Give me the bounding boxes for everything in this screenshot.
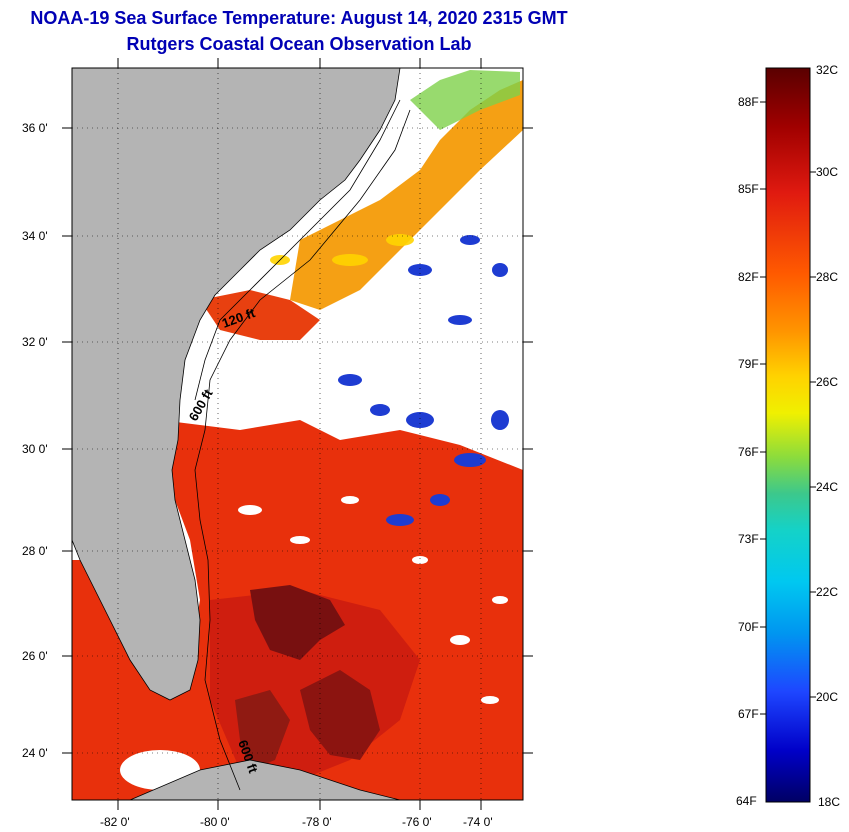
contour-120ft — [194, 99, 401, 401]
temperature-colorbar — [765, 67, 811, 803]
lon-label: -82 0' — [100, 815, 130, 829]
frame-ticks — [62, 58, 533, 810]
fahrenheit-label: 67F — [738, 707, 759, 721]
lon-label: -76 0' — [402, 815, 432, 829]
fahrenheit-label: 64F — [736, 794, 757, 808]
coastal-warm-band — [290, 80, 523, 310]
cuba-land — [129, 759, 401, 800]
land-mass — [72, 68, 401, 701]
celsius-label: 28C — [816, 270, 838, 284]
colorbar-fahrenheit-labels: 88F 85F 82F 79F 76F 73F 70F 67F 64F — [736, 95, 759, 808]
contour-600ft — [194, 109, 411, 791]
lat-label: 36 0' — [22, 121, 48, 135]
cool-water-patches — [338, 235, 509, 526]
lat-lon-grid — [72, 68, 523, 800]
fahrenheit-label: 88F — [738, 95, 759, 109]
lon-label: -80 0' — [200, 815, 230, 829]
yellow-patches — [270, 234, 414, 266]
colorbar-celsius-labels: 32C 30C 28C 26C 24C 22C 20C 18C — [816, 63, 840, 809]
fahrenheit-label: 73F — [738, 532, 759, 546]
fahrenheit-label: 70F — [738, 620, 759, 634]
celsius-label: 18C — [818, 795, 840, 809]
green-front — [410, 70, 520, 130]
colorbar-ticks — [760, 101, 816, 715]
fahrenheit-label: 76F — [738, 445, 759, 459]
gulf-stream-north — [200, 290, 320, 340]
celsius-label: 32C — [816, 63, 838, 77]
map-subtitle: Rutgers Coastal Ocean Observation Lab — [126, 34, 472, 54]
map-title: NOAA-19 Sea Surface Temperature: August … — [30, 8, 568, 28]
lon-label: -78 0' — [302, 815, 332, 829]
celsius-label: 26C — [816, 375, 838, 389]
map-border — [71, 67, 524, 801]
celsius-label: 20C — [816, 690, 838, 704]
celsius-label: 30C — [816, 165, 838, 179]
lat-label: 32 0' — [22, 335, 48, 349]
bahamas-banks-west — [235, 690, 290, 770]
celsius-label: 24C — [816, 480, 838, 494]
bahamas-banks — [250, 585, 345, 660]
bahamas-banks-south — [300, 670, 380, 760]
lat-label: 30 0' — [22, 442, 48, 456]
lat-label: 34 0' — [22, 229, 48, 243]
lat-label: 24 0' — [22, 746, 48, 760]
fahrenheit-label: 82F — [738, 270, 759, 284]
lat-label: 26 0' — [22, 649, 48, 663]
fahrenheit-label: 79F — [738, 357, 759, 371]
lon-label: -74 0' — [463, 815, 493, 829]
fahrenheit-label: 85F — [738, 182, 759, 196]
lat-label: 28 0' — [22, 544, 48, 558]
map-layers — [72, 68, 523, 800]
celsius-label: 22C — [816, 585, 838, 599]
